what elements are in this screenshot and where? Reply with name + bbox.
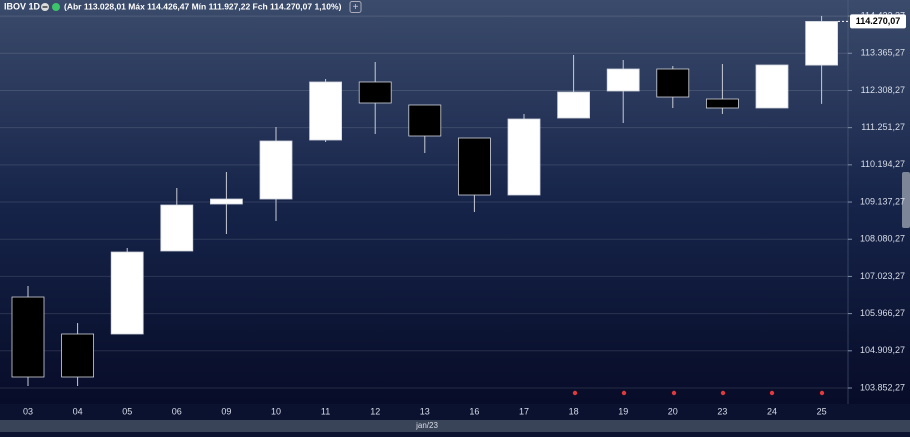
x-tick-label: 19 [618,406,628,416]
y-tick-label: 107.023,27 [860,271,905,281]
y-tick-label: 110.194,27 [861,159,905,169]
x-tick-label: 13 [420,406,430,416]
last-price-label: 114.270,07 [856,16,901,26]
candle-body [706,98,739,109]
candle-body [110,251,144,335]
x-tick-label: 23 [717,406,727,416]
y-tick-label: 113.365,27 [861,48,905,58]
event-marker[interactable] [572,390,578,396]
scroll-handle[interactable] [902,172,910,228]
candle-body [11,296,45,378]
x-tick-label: 06 [172,406,182,416]
candle-body [507,118,541,196]
event-marker[interactable] [769,390,775,396]
x-tick-label: 20 [668,406,678,416]
chart-title: IBOV 1D [4,1,41,11]
y-tick-label: 109.137,27 [860,196,905,206]
candle-body [805,21,838,66]
y-tick-label: 104.909,27 [860,345,905,355]
period-band [0,420,910,432]
status-dot [52,3,60,11]
candle-body [457,137,491,196]
event-marker[interactable] [621,390,627,396]
candle-body [259,140,293,200]
y-tick-label: 103.852,27 [860,382,905,392]
add-icon: + [353,2,359,13]
x-tick-label: 24 [767,406,777,416]
x-tick-label: 03 [23,406,33,416]
last-price-box [850,14,906,29]
candle-body [358,81,392,104]
x-tick-label: 11 [321,406,330,416]
candle-body [408,104,442,137]
candle-body [160,204,194,252]
x-tick-label: 04 [73,406,83,416]
candle-body [656,68,690,98]
x-tick-label: 17 [519,406,529,416]
y-tick-label: 108.080,27 [860,234,905,244]
add-button[interactable] [349,1,362,13]
candle-body [755,64,789,109]
hide-icon [42,6,48,8]
y-tick-label: 112.308,27 [861,85,905,95]
x-tick-label: 05 [122,406,132,416]
x-tick-label: 12 [370,406,380,416]
candle-body [61,333,94,378]
event-marker[interactable] [720,390,726,396]
event-marker[interactable] [671,390,677,396]
candle-body [209,198,243,205]
x-tick-label: 16 [469,406,479,416]
chart-subtitle: (Abr 113.028,01 Máx 114.426,47 Mín 111.9… [64,1,342,11]
event-marker[interactable] [819,390,825,396]
x-tick-label: 18 [569,406,579,416]
y-tick-label: 111.251,27 [861,122,905,132]
x-tick-label: 10 [271,406,281,416]
x-tick-label: 09 [221,406,231,416]
event-markers [572,390,825,396]
candle-body [606,68,640,92]
candle-body [557,91,590,119]
period-label: jan/23 [415,421,438,430]
y-tick-label: 105.966,27 [860,308,905,318]
candle-body [309,81,343,141]
x-tick-label: 25 [817,406,827,416]
x-axis-band [0,404,910,420]
